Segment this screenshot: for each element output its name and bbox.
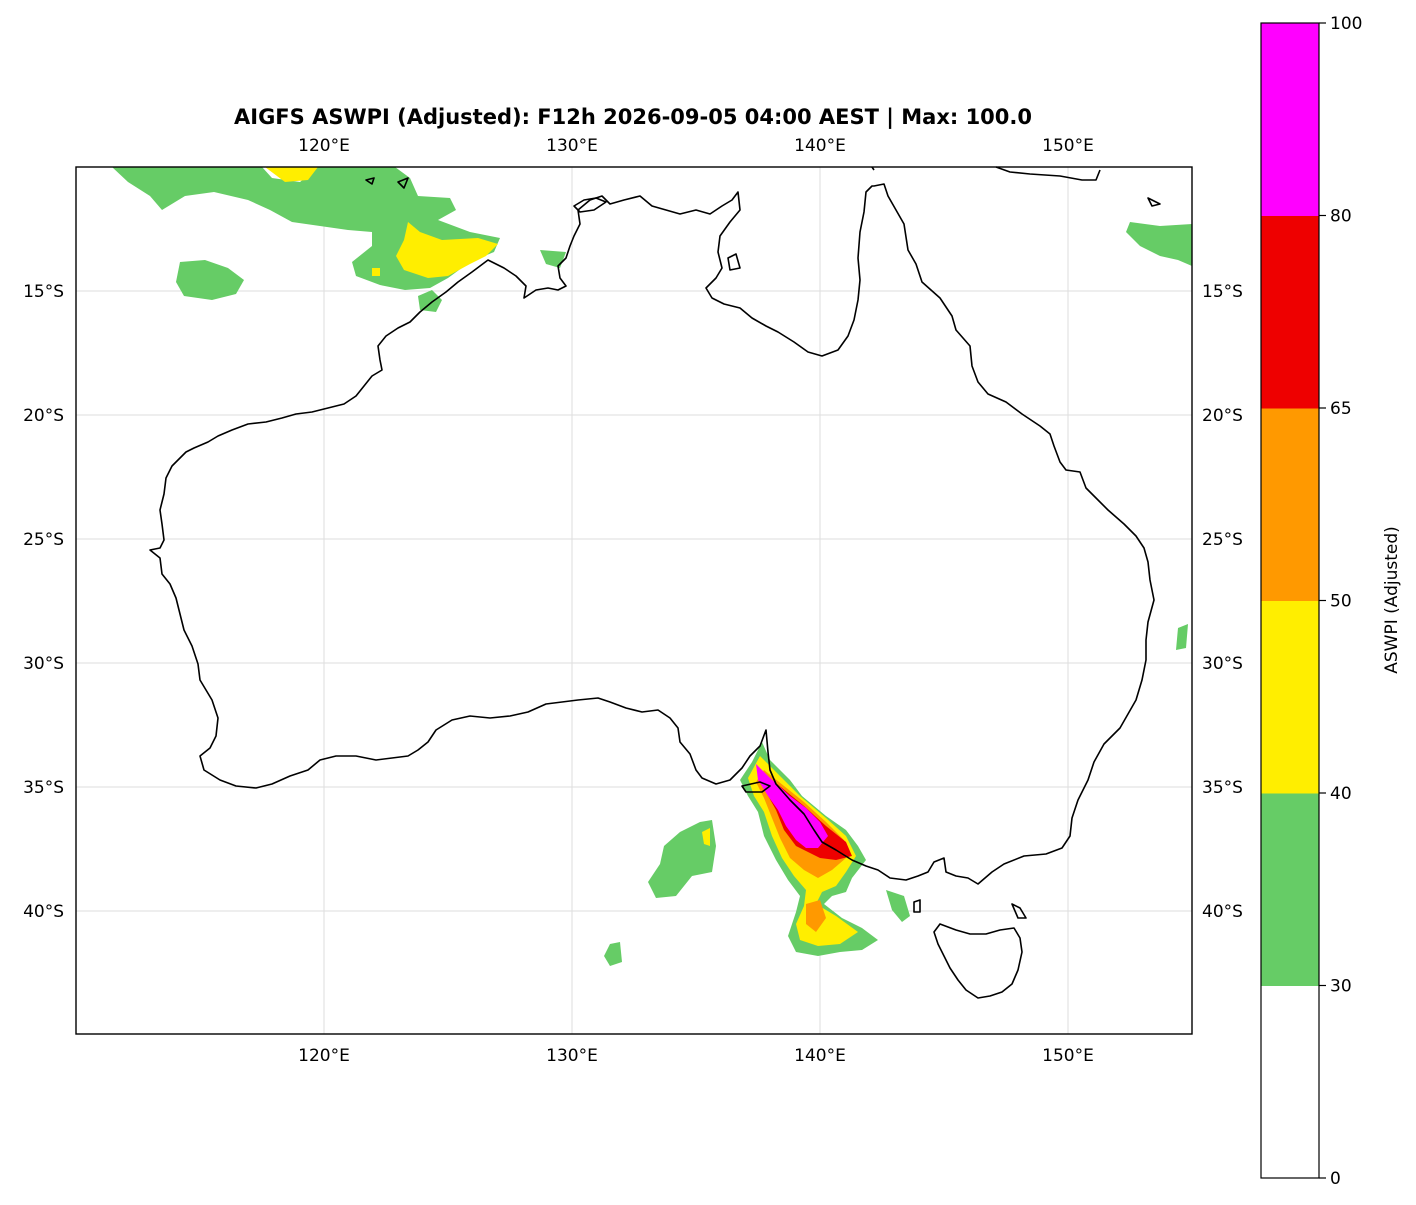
aswpi-contours <box>112 167 1192 966</box>
colorbar-tick-label: 40 <box>1330 784 1352 804</box>
ne-green-region <box>1126 222 1192 266</box>
timor-coast <box>995 166 1101 181</box>
lon-ticks-bottom: 120°E 130°E 140°E 150°E <box>298 1046 1094 1066</box>
colorbar-tick-label: 0 <box>1330 1169 1341 1189</box>
nw-yellow-region <box>396 222 498 278</box>
melville-island-coast <box>573 197 607 213</box>
lat-tick-label: 30°S <box>23 654 64 674</box>
lat-tick-label: 15°S <box>23 282 64 302</box>
map-frame <box>75 166 1193 1035</box>
colorbar-segment <box>1261 985 1319 1179</box>
bass-green-speck <box>886 890 910 922</box>
lat-tick-label: 40°S <box>1202 902 1243 922</box>
nw-yellow-speck <box>372 268 380 276</box>
colorbar-tick-label: 100 <box>1330 14 1362 34</box>
colorbar-tick-label: 80 <box>1330 207 1352 227</box>
nw-green-blob <box>176 260 244 300</box>
tasmania-coast <box>933 923 1023 999</box>
plume-magenta <box>756 764 828 848</box>
lon-tick-label: 150°E <box>1042 136 1094 156</box>
colorbar: 0 30 40 50 65 80 100 ASWPI (Adjusted) <box>1260 14 1402 1189</box>
lon-tick-label: 130°E <box>546 1046 598 1066</box>
nw-green-speck <box>418 290 442 312</box>
lat-tick-label: 35°S <box>1202 778 1243 798</box>
nw-yellow-strip <box>265 167 318 182</box>
colorbar-segment <box>1261 600 1319 794</box>
lon-tick-label: 150°E <box>1042 1046 1094 1066</box>
colorbar-tick-label: 50 <box>1330 592 1352 612</box>
kangaroo-island-coast <box>741 781 771 793</box>
ne-islet-coast <box>1147 197 1161 207</box>
colorbar-title: ASWPI (Adjusted) <box>1382 526 1402 674</box>
south-green-speck <box>604 942 622 966</box>
king-island-coast <box>913 899 921 913</box>
colorbar-segments <box>1261 23 1319 1179</box>
flinders-island-coast <box>1011 903 1027 919</box>
lon-tick-label: 120°E <box>298 1046 350 1066</box>
lat-tick-label: 25°S <box>23 530 64 550</box>
lon-tick-label: 140°E <box>794 136 846 156</box>
figure-title: AIGFS ASWPI (Adjusted): F12h 2026-09-05 … <box>234 105 1032 130</box>
lon-ticks-top: 120°E 130°E 140°E 150°E <box>298 136 1094 156</box>
lat-ticks-left: 15°S 20°S 25°S 30°S 35°S 40°S <box>23 282 64 922</box>
lon-tick-label: 120°E <box>298 136 350 156</box>
lat-tick-label: 25°S <box>1202 530 1243 550</box>
lat-ticks-right: 15°S 20°S 25°S 30°S 35°S 40°S <box>1202 282 1243 922</box>
lat-tick-label: 35°S <box>23 778 64 798</box>
gridlines <box>76 167 1192 1034</box>
colorbar-ticks: 0 30 40 50 65 80 100 <box>1319 14 1362 1189</box>
nw-islet-2-coast <box>397 177 409 189</box>
groote-island-coast <box>727 253 741 271</box>
colorbar-tick-label: 65 <box>1330 399 1352 419</box>
map-background <box>76 167 1192 1034</box>
lat-tick-label: 20°S <box>23 406 64 426</box>
lon-tick-label: 140°E <box>794 1046 846 1066</box>
colorbar-segment <box>1261 408 1319 601</box>
colorbar-segment <box>1261 23 1319 216</box>
nw-islet-coast <box>365 177 375 185</box>
lon-tick-label: 130°E <box>546 136 598 156</box>
map-panel <box>75 166 1193 1035</box>
lat-tick-label: 30°S <box>1202 654 1243 674</box>
colorbar-segment <box>1261 215 1319 409</box>
east-green-speck <box>1176 624 1188 650</box>
sw-green-region <box>648 820 716 898</box>
sw-yellow-speck <box>702 828 710 846</box>
lat-tick-label: 40°S <box>23 902 64 922</box>
lat-tick-label: 20°S <box>1202 406 1243 426</box>
plume-orange-south <box>806 900 826 932</box>
colorbar-tick-label: 30 <box>1330 977 1352 997</box>
lat-tick-label: 15°S <box>1202 282 1243 302</box>
colorbar-segment <box>1261 793 1319 986</box>
